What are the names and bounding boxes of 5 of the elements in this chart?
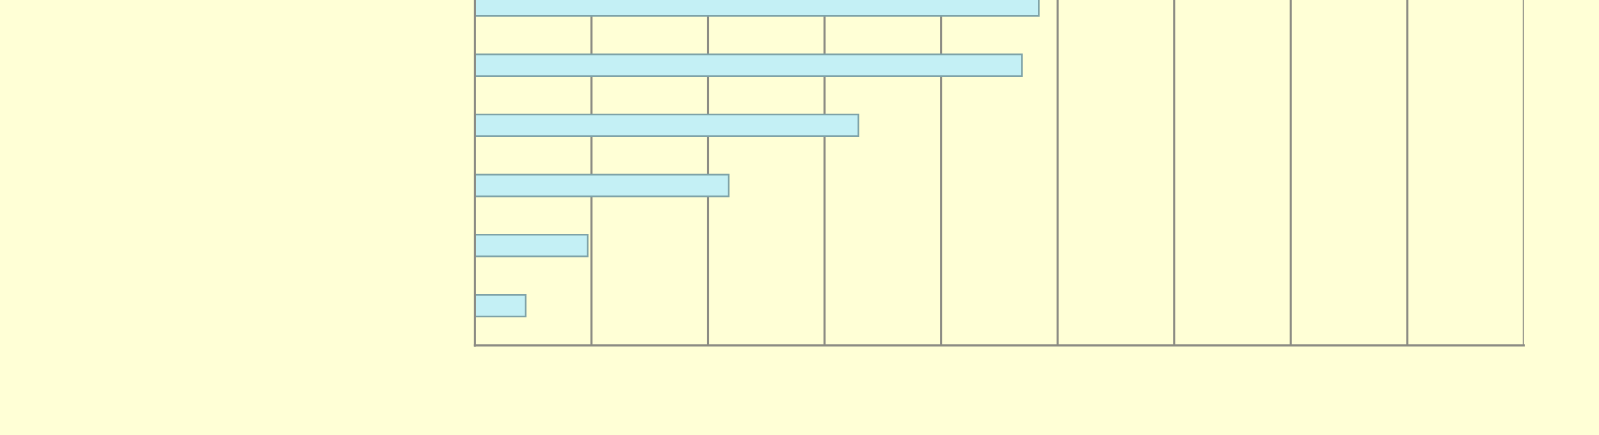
bar <box>474 53 1023 77</box>
bar <box>474 173 730 198</box>
bar <box>474 294 527 318</box>
bar <box>474 113 860 138</box>
bar <box>474 233 589 258</box>
